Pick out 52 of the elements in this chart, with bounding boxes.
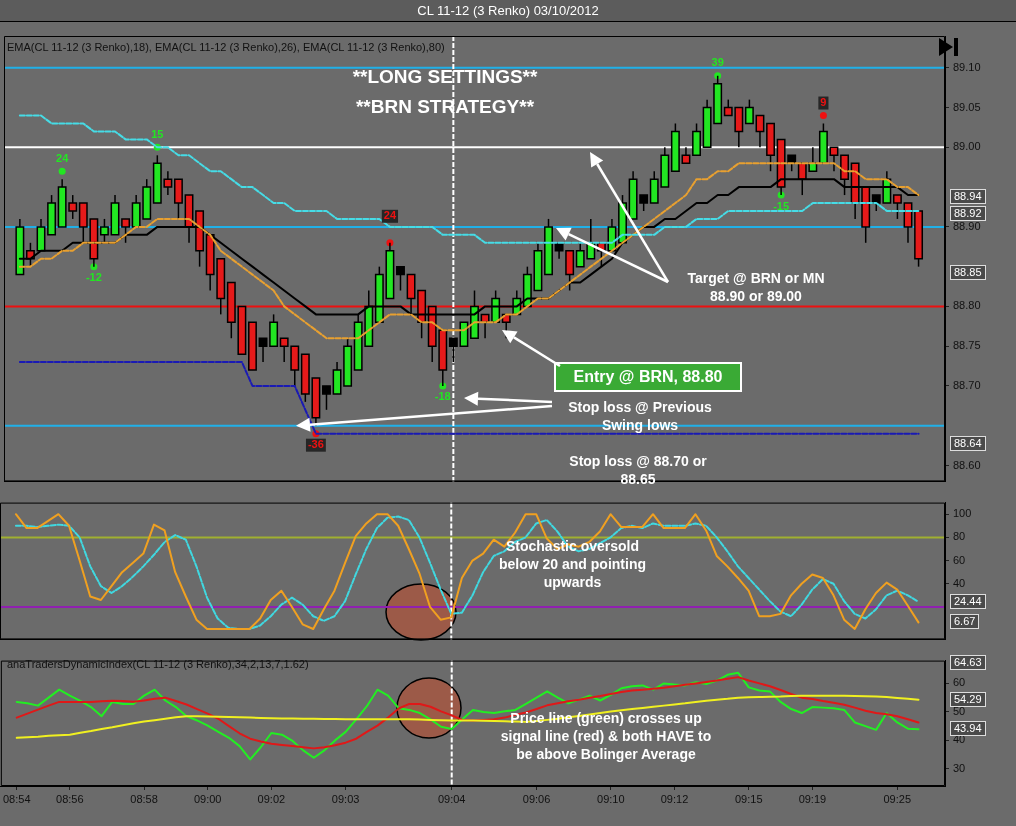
text: 43.94 (950, 721, 986, 736)
y-tick-label: 50 (953, 704, 966, 717)
y-tick-label: 88.75 (953, 339, 981, 352)
annotation: 24 (56, 151, 70, 164)
annotation: 24 (383, 209, 397, 222)
text: 64.63 (950, 655, 986, 670)
annotation: Target @ BRN or MN 88.90 or 89.00 (686, 269, 826, 305)
x-tick-label: 09:10 (597, 792, 625, 805)
y-tick-label: 88.90 (953, 219, 981, 232)
x-tick-label: 09:02 (257, 792, 286, 805)
x-tick-label: 08:58 (130, 792, 158, 805)
x-tick-label: 09:03 (331, 792, 360, 805)
y-tick-label: 60 (953, 553, 966, 566)
text: 88.94 (950, 189, 986, 204)
y-tick-label: 30 (953, 761, 966, 774)
annotation: 15 (151, 127, 164, 140)
y-tick-label: 89.10 (953, 60, 981, 73)
y-tick-label: 100 (953, 507, 972, 520)
y-tick-label: 88.80 (953, 299, 981, 312)
x-tick-label: 09:15 (734, 792, 763, 805)
annotation: Entry @ BRN, 88.80 (554, 362, 742, 392)
y-tick-label: 80 (953, 530, 966, 543)
x-tick-label: 09:19 (798, 792, 827, 805)
annotation: **LONG SETTINGS** (351, 66, 539, 87)
x-tick-label: 08:56 (56, 792, 84, 805)
annotation: 39 (711, 56, 724, 69)
text: 88.92 (950, 206, 986, 221)
y-tick-label: 88.70 (953, 378, 981, 391)
text: 6.67 (950, 614, 980, 629)
text: EMA(CL 11-12 (3 Renko),18), EMA(CL 11-12 (3 Renko),26), EMA(CL 11-12 (3 Renko),80) (7, 41, 445, 53)
text: 88.85 (950, 265, 986, 280)
x-tick-label: 09:06 (522, 792, 551, 805)
x-tick-label: 09:25 (883, 792, 912, 805)
chart-title: CL 11-12 (3 Renko) 03/10/2012 (417, 3, 599, 18)
annotation: -12 (85, 271, 102, 284)
y-tick-label: 89.05 (953, 100, 981, 113)
y-tick-label: 88.60 (953, 458, 981, 471)
text: 54.29 (950, 692, 986, 707)
text: 88.64 (950, 436, 986, 451)
annotation: -18 (434, 390, 451, 403)
x-tick-label: 08:54 (3, 792, 31, 805)
y-tick-label: 40 (953, 576, 966, 589)
x-tick-label: 09:12 (660, 792, 689, 805)
annotation: -15 (773, 199, 790, 212)
y-tick-label: 60 (953, 676, 966, 689)
text: 24.44 (950, 594, 986, 609)
x-tick-label: 09:04 (437, 792, 466, 805)
annotation: 9 (820, 96, 827, 109)
annotation: **BRN STRATEGY** (354, 96, 536, 117)
x-tick-label: 09:00 (193, 792, 222, 805)
annotation: -36 (307, 438, 324, 451)
y-tick-label: 89.00 (953, 140, 981, 153)
